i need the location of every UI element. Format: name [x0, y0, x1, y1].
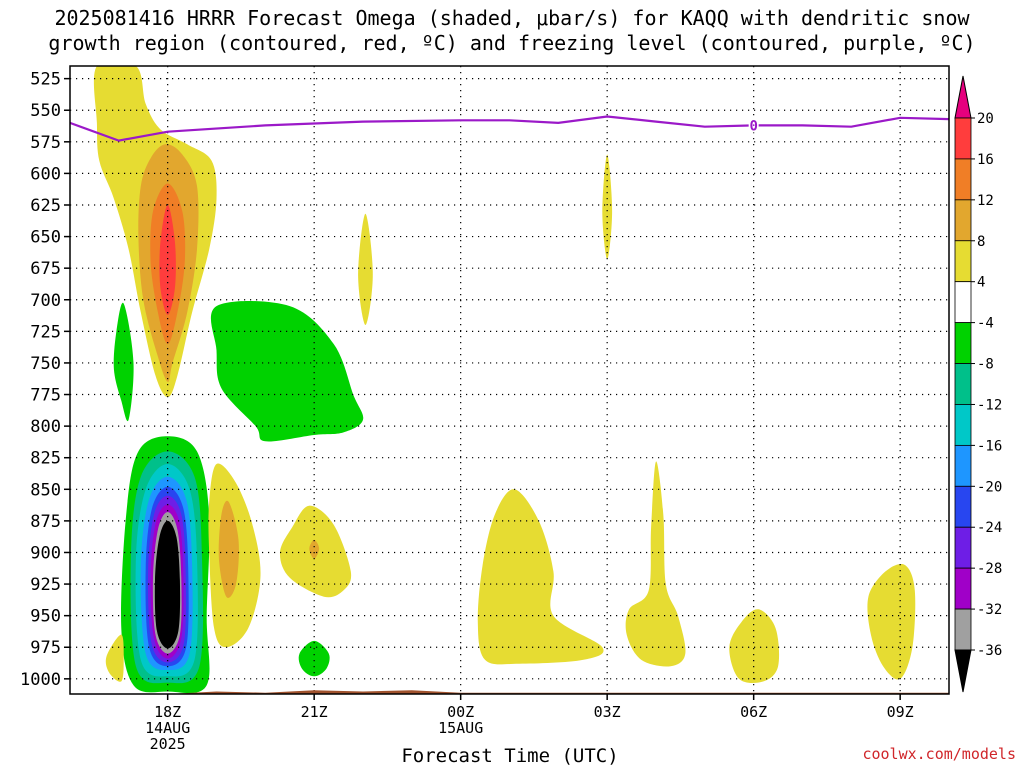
omega-positive-4-low-e: [625, 461, 686, 667]
y-tick-label-625: 625: [30, 196, 61, 216]
colorbar-label--24: -24: [977, 520, 1002, 536]
colorbar-bottom-arrow: [954, 649, 972, 693]
omega-negative-4-small: [113, 302, 134, 422]
y-tick-label-675: 675: [30, 259, 61, 279]
colorbar-band--24--20: [954, 485, 972, 528]
y-tick-label-700: 700: [30, 291, 61, 311]
ground-layer: [70, 690, 949, 694]
x-tick-label-18Z-1: 14AUG: [145, 719, 190, 737]
y-tick-label-975: 975: [30, 638, 61, 658]
y-tick-label-550: 550: [30, 101, 61, 121]
colorbar-label-12: 12: [977, 193, 994, 209]
omega-negative-4-low-b: [298, 640, 330, 677]
colorbar-band--4-4: [954, 281, 972, 324]
colorbar-band-4-8: [954, 240, 972, 283]
colorbar-band--16--12: [954, 404, 972, 446]
colorbar-band--36--32: [954, 608, 972, 651]
freezing-level-contour: 0: [69, 115, 950, 142]
plot-frame: [69, 65, 950, 695]
colorbar: 20 16 12 8 4 -4 -8 -12 -16 -20 -24 -28 -32 -36: [954, 75, 1002, 693]
omega-negative-4-mid: [210, 300, 364, 442]
omega-positive-4-low-d: [477, 489, 604, 665]
x-tick-label-00Z-0: 00Z: [447, 703, 474, 721]
colorbar-label--8: -8: [977, 357, 994, 373]
colorbar-label--12: -12: [977, 397, 1002, 413]
credit-link[interactable]: coolwx.com/models: [862, 745, 1016, 763]
y-tick-label-875: 875: [30, 512, 61, 532]
colorbar-label--16: -16: [977, 438, 1002, 454]
ground-band: [70, 690, 949, 694]
colorbar-band--8--4: [954, 322, 972, 364]
y-tick-label-825: 825: [30, 449, 61, 469]
gridlines: [70, 66, 949, 694]
y-tick-label-950: 950: [30, 607, 61, 627]
x-tick-label-09Z-0: 09Z: [887, 703, 914, 721]
colorbar-band--28--24: [954, 526, 972, 569]
y-tick-label-775: 775: [30, 386, 61, 406]
colorbar-label--28: -28: [977, 561, 1002, 577]
colorbar-band-12-16: [954, 158, 972, 201]
freezing-level-line: [69, 115, 950, 142]
colorbar-band--12--8: [954, 363, 972, 405]
x-tick-label-00Z-1: 15AUG: [438, 719, 483, 737]
y-tick-label-575: 575: [30, 133, 61, 153]
omega-shaded-regions: [93, 66, 916, 694]
colorbar-band--20--16: [954, 444, 972, 487]
y-tick-label-800: 800: [30, 417, 61, 437]
omega-positive-4-upper-b: [602, 154, 613, 260]
colorbar-label--4: -4: [977, 316, 994, 332]
y-tick-label-750: 750: [30, 354, 61, 374]
x-tick-label-03Z-0: 03Z: [594, 703, 621, 721]
colorbar-label-4: 4: [977, 275, 985, 291]
chart-title: 2025081416 HRRR Forecast Omega (shaded, …: [0, 6, 1024, 56]
omega-positive-4-upper-a: [358, 213, 373, 325]
y-tick-label-600: 600: [30, 164, 61, 184]
freezing-level-label: 0: [749, 118, 757, 134]
x-axis-label: Forecast Time (UTC): [401, 745, 619, 767]
y-tick-label-925: 925: [30, 575, 61, 595]
x-tick-label-18Z-0: 18Z: [154, 703, 181, 721]
y-tick-label-525: 525: [30, 70, 61, 90]
omega-positive-8-low-a: [218, 500, 239, 598]
y-tick-label-650: 650: [30, 228, 61, 248]
omega-positive-8-low-b: [309, 539, 320, 559]
colorbar-label--32: -32: [977, 602, 1002, 618]
omega-positive-4-low-f: [729, 609, 780, 684]
colorbar-label-8: 8: [977, 234, 985, 250]
x-tick-label-06Z-0: 06Z: [740, 703, 767, 721]
colorbar-band-8-12: [954, 199, 972, 242]
colorbar-band--32--28: [954, 567, 972, 610]
colorbar-label-16: 16: [977, 152, 994, 168]
y-tick-label-1000: 1000: [20, 670, 61, 690]
y-tick-label-900: 900: [30, 543, 61, 563]
chart-title-line-1: 2025081416 HRRR Forecast Omega (shaded, …: [54, 6, 970, 30]
chart-title-line-2: growth region (contoured, red, ºC) and f…: [48, 31, 976, 55]
omega-positive-4-low-g: [867, 564, 916, 680]
x-tick-label-21Z-0: 21Z: [301, 703, 328, 721]
colorbar-top-arrow: [954, 75, 972, 119]
colorbar-label--36: -36: [977, 643, 1002, 659]
omega-positive-4-low-c: [105, 634, 124, 682]
x-tick-label-18Z-2: 2025: [150, 735, 186, 753]
omega-positive-16: [159, 205, 176, 315]
y-tick-label-725: 725: [30, 322, 61, 342]
colorbar-label--20: -20: [977, 479, 1002, 495]
axes: 525 550 575 600 625 650 675 700 725 750 775 800 825 8…: [20, 65, 950, 753]
freezing-level-label-bg: [748, 118, 759, 133]
colorbar-band-16-20: [954, 117, 972, 160]
colorbar-label-20: 20: [977, 111, 994, 127]
y-tick-label-850: 850: [30, 480, 61, 500]
